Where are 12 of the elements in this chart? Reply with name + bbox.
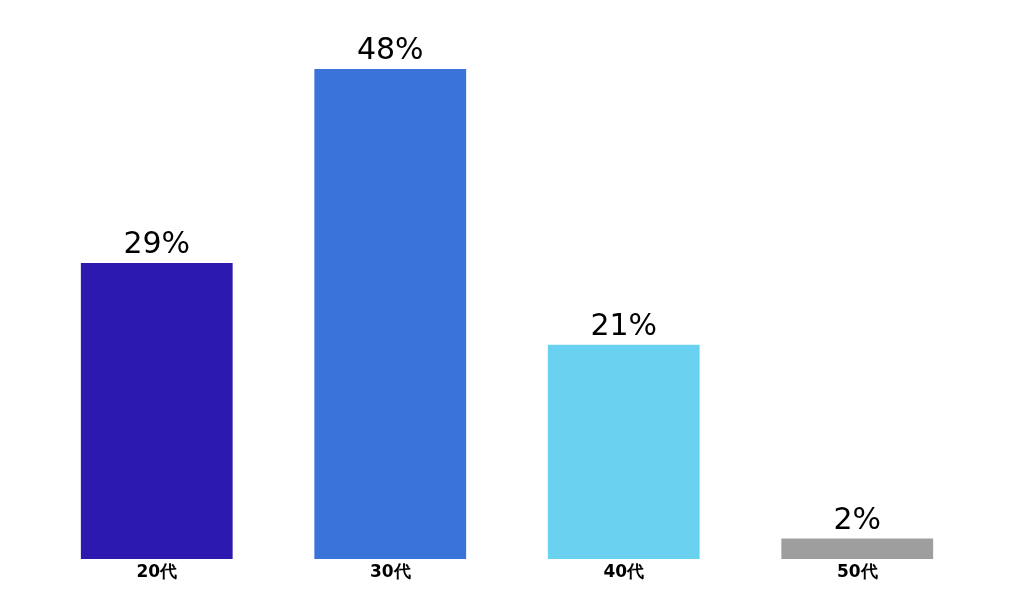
bar bbox=[547, 344, 700, 559]
data-label: 21% bbox=[590, 306, 658, 342]
data-label: 48% bbox=[356, 31, 424, 66]
x-tick-label: 20代 bbox=[136, 561, 178, 581]
data-label: 29% bbox=[123, 224, 191, 260]
bar bbox=[314, 69, 467, 559]
bar bbox=[80, 262, 233, 559]
x-tick-label: 30代 bbox=[369, 561, 411, 581]
data-label: 2% bbox=[833, 500, 882, 536]
bar bbox=[781, 538, 934, 559]
x-tick-label: 40代 bbox=[603, 561, 645, 581]
x-tick-label: 50代 bbox=[836, 561, 878, 581]
